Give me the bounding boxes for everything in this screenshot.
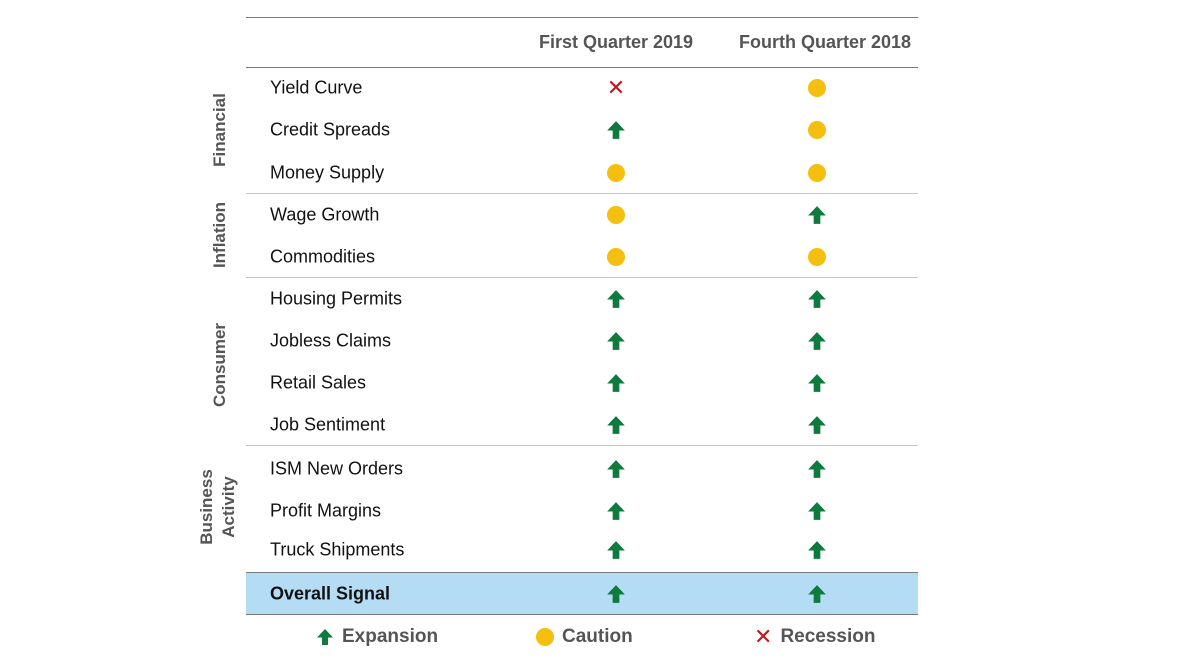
up-arrow-icon <box>807 289 827 309</box>
circle-icon <box>536 628 554 646</box>
circle-icon <box>808 79 826 97</box>
up-arrow-icon <box>606 120 626 140</box>
group-divider <box>246 193 918 194</box>
legend-label: Recession <box>780 626 876 647</box>
up-arrow-icon <box>606 501 626 521</box>
legend-recession: ✕ Recession <box>754 626 875 648</box>
row-label: Commodities <box>270 246 376 267</box>
up-arrow-icon <box>807 501 827 521</box>
row-label: Retail Sales <box>270 372 367 393</box>
row-label: Credit Spreads <box>270 119 391 140</box>
up-arrow-icon <box>606 459 626 479</box>
group-label-inflation: Inflation <box>210 201 229 269</box>
column-header-q1-2019: First Quarter 2019 <box>538 32 694 52</box>
up-arrow-icon <box>606 373 626 393</box>
group-divider <box>246 277 918 278</box>
circle-icon <box>808 164 826 182</box>
row-label: ISM New Orders <box>270 458 404 479</box>
legend-label: Expansion <box>342 626 439 647</box>
row-label: Truck Shipments <box>270 539 405 560</box>
up-arrow-icon <box>807 331 827 351</box>
up-arrow-icon <box>807 415 827 435</box>
group-label-financial: Financial <box>210 93 229 167</box>
overall-bottom-rule <box>246 614 918 615</box>
circle-icon <box>808 248 826 266</box>
row-label: Housing Permits <box>270 288 403 309</box>
legend-expansion: Expansion <box>316 626 438 648</box>
up-arrow-icon <box>807 205 827 225</box>
row-label: Money Supply <box>270 162 385 183</box>
group-label-consumer: Consumer <box>210 322 229 408</box>
x-icon: ✕ <box>754 624 773 649</box>
up-arrow-icon <box>606 289 626 309</box>
up-arrow-icon <box>606 540 626 560</box>
table-top-rule <box>246 17 918 18</box>
up-arrow-icon <box>606 331 626 351</box>
column-header-q4-2018: Fourth Quarter 2018 <box>738 32 912 52</box>
up-arrow-icon <box>606 415 626 435</box>
up-arrow-icon <box>807 373 827 393</box>
row-label: Profit Margins <box>270 500 382 521</box>
up-arrow-icon <box>807 459 827 479</box>
circle-icon <box>607 248 625 266</box>
circle-icon <box>607 164 625 182</box>
group-divider <box>246 445 918 446</box>
row-label: Yield Curve <box>270 77 363 98</box>
group-label-business-activity: Business Activity <box>197 469 238 545</box>
up-arrow-icon <box>316 628 334 646</box>
overall-signal-label: Overall Signal <box>270 583 391 604</box>
circle-icon <box>607 206 625 224</box>
header-rule <box>246 67 918 68</box>
overall-signal-band <box>246 572 918 614</box>
legend-caution: Caution <box>536 626 633 648</box>
row-label: Wage Growth <box>270 204 380 225</box>
legend-label: Caution <box>562 626 633 647</box>
up-arrow-icon <box>807 540 827 560</box>
row-label: Jobless Claims <box>270 330 392 351</box>
up-arrow-icon <box>606 584 626 604</box>
circle-icon <box>808 121 826 139</box>
up-arrow-icon <box>807 584 827 604</box>
x-icon: ✕ <box>606 75 626 100</box>
row-label: Job Sentiment <box>270 414 386 435</box>
overall-top-rule <box>246 572 918 573</box>
